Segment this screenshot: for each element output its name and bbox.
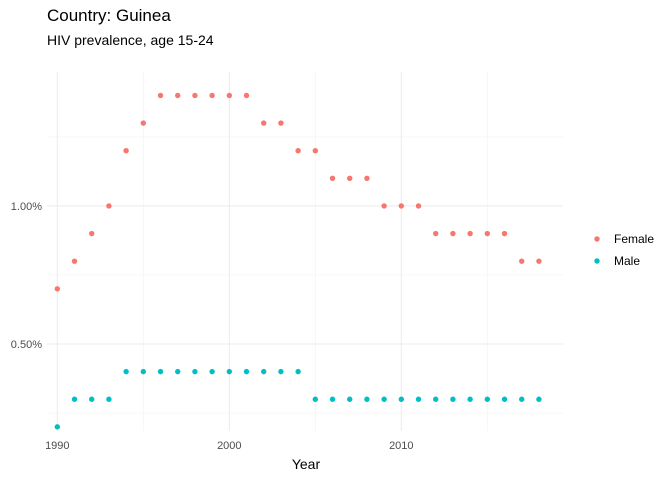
data-point (312, 396, 319, 402)
x-tick-label: 2000 (217, 440, 241, 452)
data-point (226, 368, 233, 375)
data-point (157, 368, 164, 375)
chart-title: Country: Guinea (47, 6, 171, 25)
data-point (278, 368, 284, 375)
data-point (54, 286, 61, 292)
chart-subtitle: HIV prevalence, age 15-24 (47, 32, 214, 48)
data-point (261, 368, 267, 375)
data-point (364, 175, 370, 182)
data-point (415, 203, 422, 209)
data-point (140, 368, 147, 375)
data-point (381, 203, 387, 209)
data-point (501, 396, 508, 402)
data-point (123, 368, 129, 375)
data-point (209, 92, 215, 99)
data-point (312, 148, 319, 154)
data-point (519, 396, 525, 402)
axis-ticks: 1990 2000 2010 0.50% 1.00% (11, 201, 414, 452)
data-point (89, 230, 95, 237)
x-tick-label: 2010 (389, 440, 413, 452)
data-point (501, 230, 508, 237)
data-point (175, 92, 181, 99)
data-point (226, 92, 233, 99)
x-tick-label: 1990 (45, 440, 69, 452)
data-point (347, 175, 353, 182)
data-point (519, 258, 525, 264)
x-axis-title: Year (292, 456, 321, 472)
data-point (484, 230, 491, 237)
data-point (123, 148, 129, 154)
data-points (54, 92, 542, 430)
data-point (415, 396, 422, 402)
data-point (106, 203, 112, 209)
data-point (243, 368, 250, 375)
legend: Female Male (594, 232, 654, 268)
data-point (175, 368, 181, 375)
data-point (106, 396, 112, 402)
data-point (381, 396, 387, 402)
data-point (209, 368, 215, 375)
series-female (54, 92, 542, 292)
data-point (329, 396, 336, 402)
y-tick-label: 0.50% (11, 339, 42, 351)
legend-label-female: Female (614, 232, 654, 246)
data-point (450, 230, 456, 237)
data-point (261, 120, 267, 126)
data-point (536, 258, 542, 264)
data-point (450, 396, 456, 402)
data-point (398, 396, 405, 402)
data-point (536, 396, 542, 402)
data-point (89, 396, 95, 402)
data-point (433, 396, 439, 402)
data-point (295, 368, 301, 375)
data-point (71, 258, 78, 264)
data-point (140, 120, 147, 126)
data-point (192, 368, 198, 375)
data-point (467, 396, 473, 402)
y-tick-label: 1.00% (11, 201, 42, 213)
data-point (54, 424, 61, 430)
series-male (54, 368, 542, 430)
data-point (398, 203, 405, 209)
data-point (467, 230, 473, 237)
grid (47, 72, 563, 431)
legend-key-male (594, 258, 600, 264)
legend-key-female (594, 236, 600, 242)
data-point (71, 396, 78, 402)
data-point (484, 396, 491, 402)
data-point (347, 396, 353, 402)
data-point (433, 230, 439, 237)
data-point (278, 120, 284, 126)
data-point (364, 396, 370, 402)
data-point (157, 92, 164, 99)
legend-label-male: Male (614, 254, 640, 268)
data-point (192, 92, 198, 99)
data-point (295, 148, 301, 154)
data-point (243, 92, 250, 99)
data-point (329, 175, 336, 182)
